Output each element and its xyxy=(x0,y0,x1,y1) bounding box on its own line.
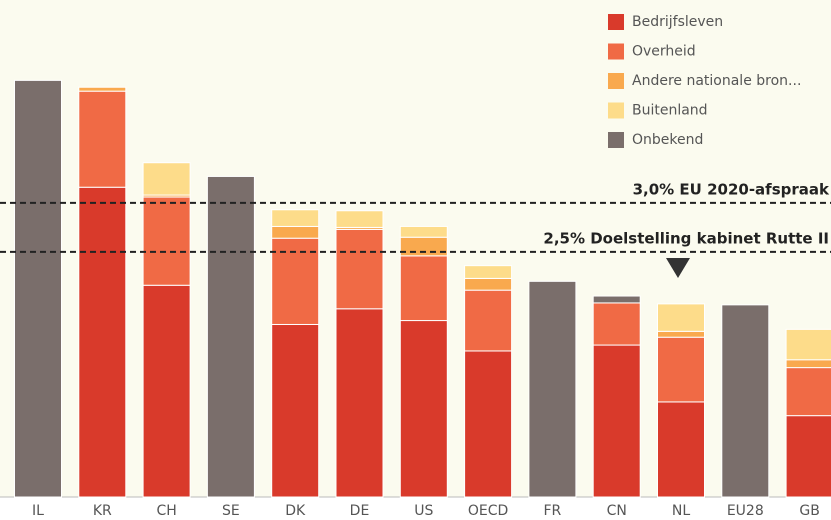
x-tick-label: CN xyxy=(607,503,627,519)
bar-segment xyxy=(657,336,705,403)
legend-label: Bedrijfsleven xyxy=(632,14,723,30)
bar-segment xyxy=(399,236,448,257)
bar-segment xyxy=(592,295,641,304)
x-tick-label: OECD xyxy=(468,503,508,519)
x-tick-label: US xyxy=(414,503,433,519)
legend-label: Onbekend xyxy=(632,132,703,148)
bar-segment xyxy=(399,255,448,322)
bar-segment xyxy=(592,302,641,346)
bar-segment xyxy=(464,277,513,291)
x-tick-label: FR xyxy=(544,503,562,519)
x-tick-label: CH xyxy=(156,503,176,519)
bar-segment xyxy=(785,328,831,361)
bar-segment xyxy=(78,90,127,188)
bar-segment xyxy=(464,350,513,498)
bar-segment xyxy=(721,304,770,498)
bar-segment xyxy=(399,225,448,238)
bar-segment xyxy=(464,265,513,279)
bar-segment xyxy=(785,367,831,417)
legend-label: Andere nationale bron... xyxy=(632,73,801,89)
bar-segment xyxy=(657,401,705,498)
legend-label: Buitenland xyxy=(632,103,708,119)
bar-segment xyxy=(14,79,62,498)
x-tick-label: EU28 xyxy=(727,503,764,519)
bar-segment xyxy=(335,228,384,310)
bar-segment xyxy=(335,308,384,498)
bar-segment xyxy=(206,175,255,498)
x-tick-label: DK xyxy=(285,503,306,519)
bar-segment xyxy=(592,344,641,498)
x-tick-label: SE xyxy=(222,503,240,519)
bar-segment xyxy=(271,209,320,227)
x-tick-label: IL xyxy=(32,503,44,519)
bar-segment xyxy=(399,320,448,498)
legend-swatch xyxy=(608,102,624,119)
reference-label: 3,0% EU 2020-afspraak xyxy=(633,180,830,198)
legend-swatch xyxy=(608,73,624,89)
bar-segment xyxy=(271,225,320,239)
bar-segment xyxy=(78,86,127,92)
bar-segment xyxy=(785,415,831,498)
reference-label: 2,5% Doelstelling kabinet Rutte II xyxy=(543,229,829,247)
bar-segment xyxy=(142,162,191,196)
marker xyxy=(666,258,690,278)
bar-segment xyxy=(785,359,831,369)
bar-segment xyxy=(464,289,513,352)
bar-segment xyxy=(78,186,127,498)
bar-segment xyxy=(271,323,320,498)
bar-segment xyxy=(335,210,384,228)
legend-swatch xyxy=(608,132,624,148)
legend-label: Overheid xyxy=(632,44,696,60)
x-tick-label: KR xyxy=(93,503,112,519)
x-tick-label: GB xyxy=(799,503,819,519)
bar-segment xyxy=(657,330,705,338)
legend-swatch xyxy=(608,43,624,60)
bar-segment xyxy=(142,196,191,286)
bar-segment xyxy=(142,284,191,498)
legend-swatch xyxy=(608,14,624,30)
bar-segment xyxy=(528,280,577,498)
bar-segment xyxy=(657,303,705,332)
x-tick-label: NL xyxy=(672,503,690,519)
x-tick-label: DE xyxy=(350,503,370,519)
